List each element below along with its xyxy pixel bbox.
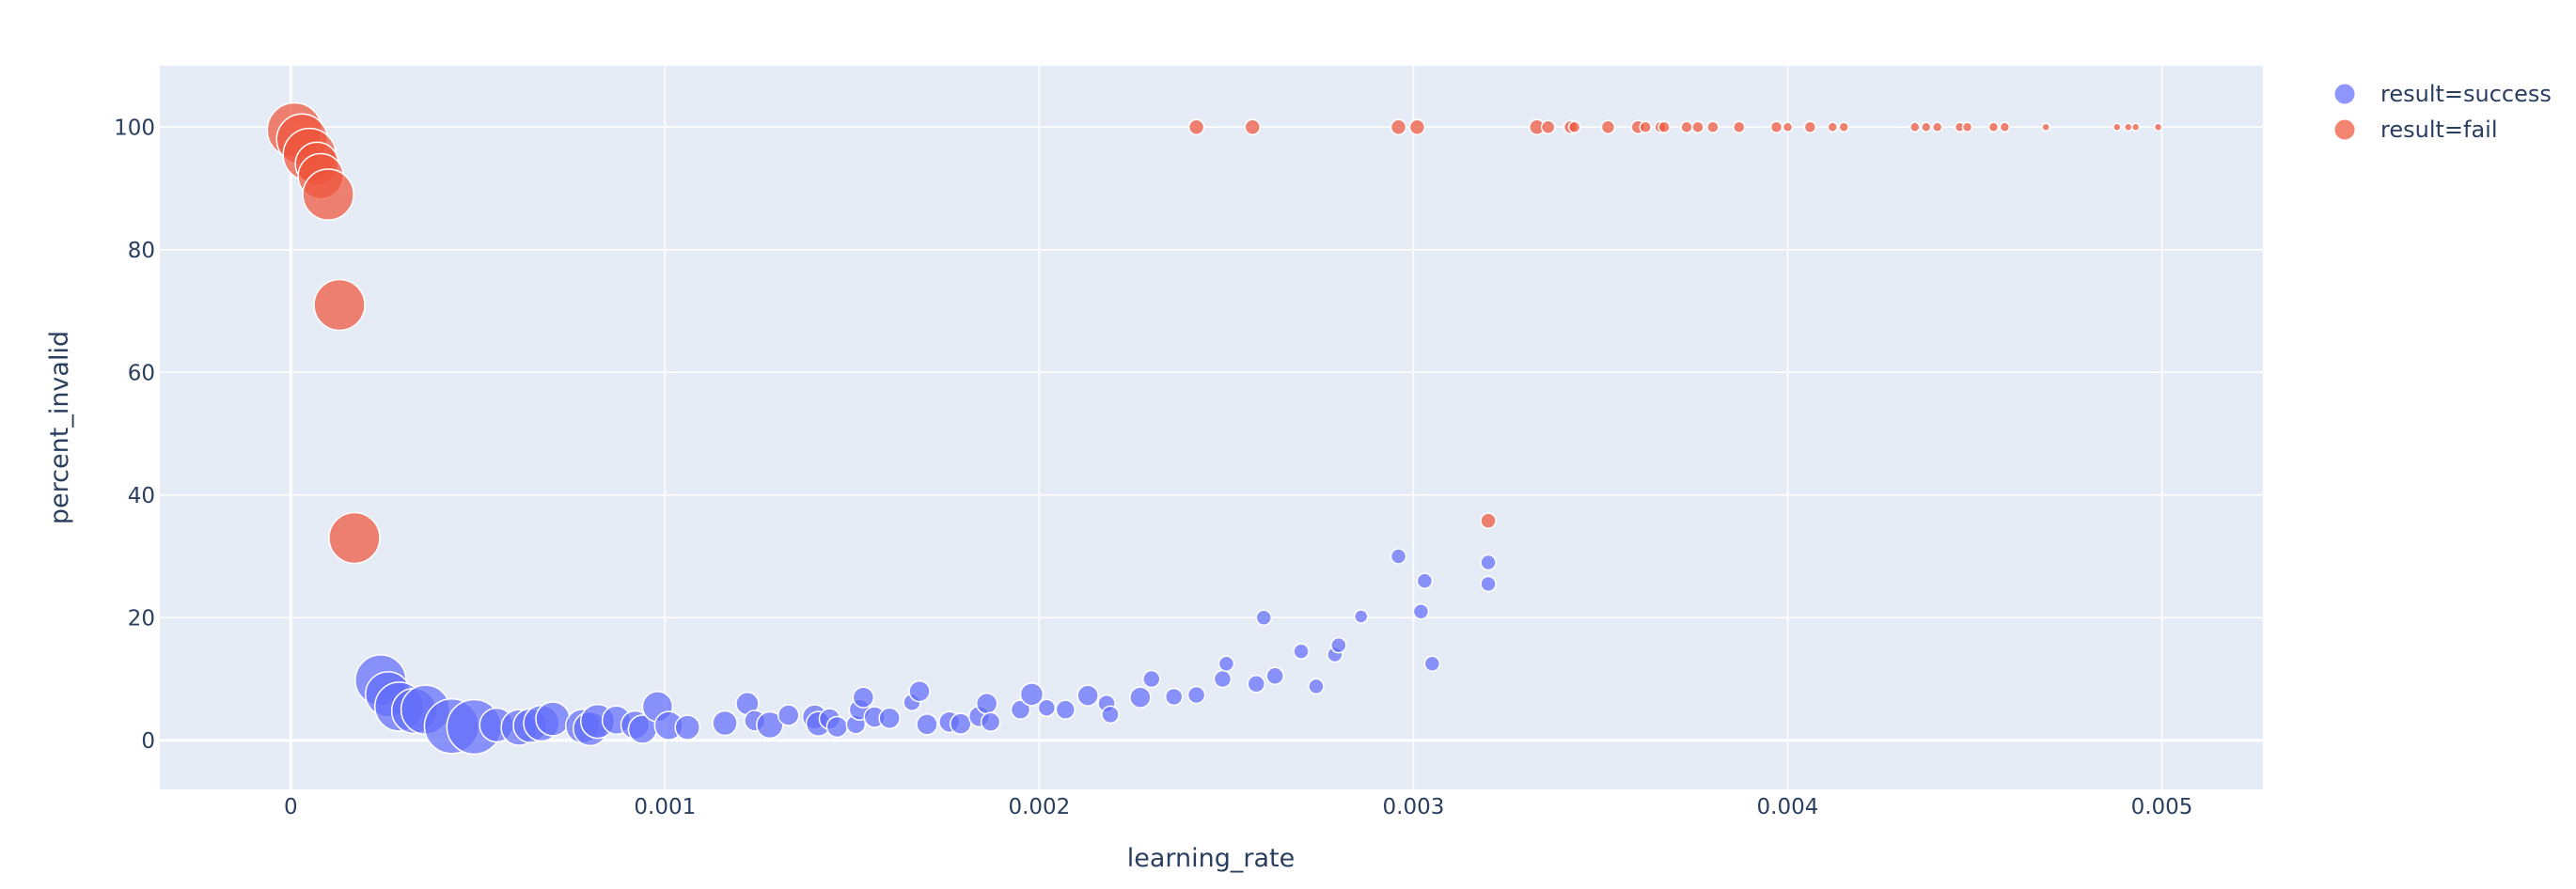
y-tick-label: 60 bbox=[128, 361, 155, 385]
data-point[interactable] bbox=[1909, 121, 1921, 133]
data-point[interactable] bbox=[328, 511, 381, 565]
data-point[interactable] bbox=[1961, 121, 1973, 133]
data-point[interactable] bbox=[1987, 121, 2000, 133]
legend-marker bbox=[2333, 83, 2356, 105]
data-point[interactable] bbox=[1247, 675, 1266, 694]
data-point[interactable] bbox=[1921, 121, 1932, 133]
data-point[interactable] bbox=[1187, 118, 1205, 136]
data-point[interactable] bbox=[1213, 669, 1233, 689]
data-point[interactable] bbox=[1408, 118, 1426, 136]
data-point[interactable] bbox=[1680, 120, 1693, 134]
data-point[interactable] bbox=[313, 278, 366, 332]
data-point[interactable] bbox=[1706, 120, 1720, 134]
data-point[interactable] bbox=[825, 715, 849, 739]
data-point[interactable] bbox=[1732, 120, 1746, 134]
data-points bbox=[266, 101, 2163, 756]
data-point[interactable] bbox=[1037, 698, 1057, 717]
x-tick-label: 0 bbox=[284, 795, 298, 819]
data-point[interactable] bbox=[1217, 655, 1235, 672]
y-tick-label: 80 bbox=[128, 239, 155, 263]
data-point[interactable] bbox=[1330, 636, 1347, 654]
data-point[interactable] bbox=[1390, 548, 1407, 565]
data-point[interactable] bbox=[1129, 686, 1152, 709]
data-point[interactable] bbox=[980, 711, 1001, 732]
data-point[interactable] bbox=[756, 710, 784, 740]
data-point[interactable] bbox=[1244, 118, 1262, 136]
data-point[interactable] bbox=[1769, 120, 1783, 134]
data-point[interactable] bbox=[1101, 705, 1120, 725]
data-point[interactable] bbox=[1186, 685, 1206, 705]
series-fail bbox=[266, 101, 2163, 565]
data-point[interactable] bbox=[878, 707, 901, 730]
x-tick-label: 0.003 bbox=[1383, 795, 1445, 819]
data-point[interactable] bbox=[2123, 122, 2133, 133]
x-tick-label: 0.002 bbox=[1008, 795, 1070, 819]
data-point[interactable] bbox=[1540, 119, 1556, 135]
data-point[interactable] bbox=[975, 692, 998, 715]
data-point[interactable] bbox=[1142, 669, 1161, 689]
data-point[interactable] bbox=[1480, 554, 1497, 571]
data-point[interactable] bbox=[2041, 122, 2050, 133]
data-point[interactable] bbox=[1412, 603, 1430, 620]
data-point[interactable] bbox=[1639, 120, 1652, 134]
data-point[interactable] bbox=[1019, 682, 1045, 707]
legend-item[interactable]: result=success bbox=[2333, 81, 2552, 107]
data-point[interactable] bbox=[1265, 666, 1284, 686]
data-point[interactable] bbox=[1353, 609, 1369, 624]
data-point[interactable] bbox=[1164, 687, 1184, 707]
x-tick-label: 0.005 bbox=[2131, 795, 2193, 819]
legend-label: result=success bbox=[2380, 81, 2552, 107]
legend-marker bbox=[2333, 118, 2356, 141]
data-point[interactable] bbox=[1999, 121, 2011, 133]
data-point[interactable] bbox=[1293, 643, 1310, 660]
legend-item[interactable]: result=fail bbox=[2333, 117, 2498, 143]
legend-label: result=fail bbox=[2380, 117, 2498, 143]
x-tick-label: 0.001 bbox=[634, 795, 696, 819]
data-point[interactable] bbox=[1390, 118, 1407, 136]
data-point[interactable] bbox=[1480, 512, 1497, 529]
data-point[interactable] bbox=[1416, 572, 1434, 589]
data-point[interactable] bbox=[1782, 121, 1794, 133]
data-point[interactable] bbox=[1567, 120, 1581, 134]
data-point[interactable] bbox=[1055, 699, 1076, 720]
data-point[interactable] bbox=[1657, 120, 1671, 134]
y-tick-label: 100 bbox=[114, 116, 155, 140]
data-point[interactable] bbox=[777, 704, 800, 726]
x-tick-label: 0.004 bbox=[1757, 795, 1819, 819]
data-point[interactable] bbox=[1600, 119, 1616, 135]
data-point[interactable] bbox=[1010, 699, 1031, 720]
data-point[interactable] bbox=[1827, 121, 1839, 133]
series-success bbox=[354, 548, 1497, 756]
y-tick-label: 0 bbox=[141, 729, 155, 754]
data-point[interactable] bbox=[916, 713, 938, 736]
data-point[interactable] bbox=[1838, 121, 1849, 133]
data-point[interactable] bbox=[2153, 122, 2163, 133]
data-point[interactable] bbox=[1423, 655, 1441, 672]
data-point[interactable] bbox=[674, 714, 700, 741]
data-point[interactable] bbox=[712, 710, 738, 737]
plot-background bbox=[160, 66, 2263, 789]
data-point[interactable] bbox=[1691, 120, 1704, 134]
data-point[interactable] bbox=[535, 701, 571, 737]
y-tick-label: 40 bbox=[128, 484, 155, 508]
data-point[interactable] bbox=[1076, 684, 1099, 707]
data-point[interactable] bbox=[2130, 122, 2141, 133]
y-tick-label: 20 bbox=[128, 606, 155, 631]
data-point[interactable] bbox=[1803, 120, 1817, 134]
x-axis-title: learning_rate bbox=[1127, 844, 1296, 873]
data-point[interactable] bbox=[1308, 678, 1325, 695]
data-point[interactable] bbox=[2113, 122, 2122, 133]
data-point[interactable] bbox=[852, 686, 875, 709]
y-axis-title: percent_invalid bbox=[45, 331, 74, 524]
data-point[interactable] bbox=[950, 712, 972, 735]
x-tick-labels: 0 0.001 0.002 0.003 0.004 0.005 bbox=[284, 795, 2192, 819]
data-point[interactable] bbox=[908, 679, 931, 703]
data-point[interactable] bbox=[302, 168, 354, 221]
data-point[interactable] bbox=[1931, 121, 1943, 133]
data-point[interactable] bbox=[1255, 609, 1272, 627]
y-tick-labels: 0 20 40 60 80 100 bbox=[114, 116, 155, 754]
data-point[interactable] bbox=[1480, 575, 1497, 593]
legend[interactable]: result=success result=fail bbox=[2333, 81, 2552, 143]
